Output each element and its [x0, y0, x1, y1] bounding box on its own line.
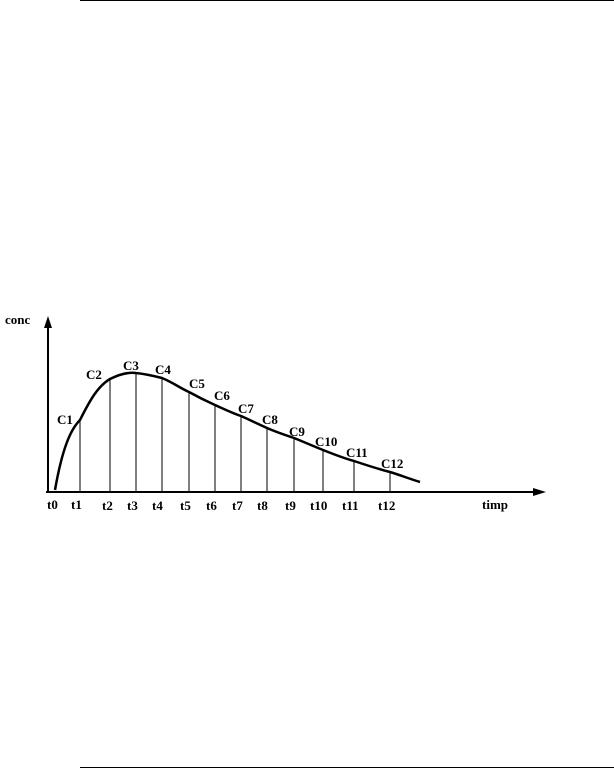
t-label: t1: [71, 497, 82, 512]
c-label: C10: [315, 434, 337, 449]
t-label: t9: [285, 498, 296, 513]
c-label: C5: [189, 376, 205, 391]
t-label: t11: [342, 498, 359, 513]
c-label: C4: [155, 362, 171, 377]
c-label: C7: [238, 401, 254, 416]
time-markers: [79, 373, 391, 492]
concentration-labels: C1 C2 C3 C4 C5 C6 C7 C8 C9 C10 C11 C12: [57, 358, 403, 471]
c-label: C1: [57, 412, 73, 427]
t-label: t4: [152, 498, 163, 513]
t-label: t10: [310, 498, 327, 513]
t-label: t8: [257, 498, 268, 513]
concentration-curve: [53, 371, 421, 491]
c-label: C3: [123, 358, 139, 373]
c-label: C2: [86, 367, 102, 382]
t-label: t7: [232, 498, 243, 513]
t-label: t12: [378, 498, 395, 513]
c-label: C11: [346, 445, 368, 460]
y-axis-label: conc: [5, 312, 31, 327]
c-label: C12: [381, 456, 403, 471]
t-label: t0: [47, 497, 58, 512]
t-label: t6: [206, 498, 217, 513]
page-top-rule: [80, 0, 614, 1]
t-label: t2: [102, 498, 113, 513]
concentration-time-diagram: conc timp C1 C2 C3 C4 C5 C6 C7 C8 C9 C10…: [5, 312, 546, 513]
c-label: C9: [289, 424, 305, 439]
c-label: C6: [214, 388, 230, 403]
time-labels: t0 t1 t2 t3 t4 t5 t6 t7 t8 t9 t10 t11 t1…: [47, 497, 395, 513]
x-axis-label: timp: [482, 497, 508, 512]
x-axis-arrow: [533, 488, 546, 496]
y-axis-arrow: [44, 316, 52, 328]
t-label: t3: [127, 498, 138, 513]
t-label: t5: [180, 498, 191, 513]
c-label: C8: [262, 412, 278, 427]
